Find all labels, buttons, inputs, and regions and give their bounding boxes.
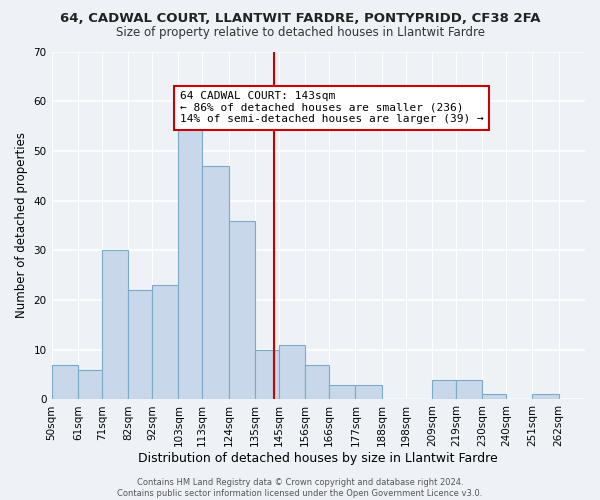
Text: Size of property relative to detached houses in Llantwit Fardre: Size of property relative to detached ho…	[115, 26, 485, 39]
Bar	[152, 285, 178, 400]
Bar	[279, 345, 305, 400]
Bar	[456, 380, 482, 400]
Text: 64, CADWAL COURT, LLANTWIT FARDRE, PONTYPRIDD, CF38 2FA: 64, CADWAL COURT, LLANTWIT FARDRE, PONTY…	[60, 12, 540, 26]
Bar	[355, 384, 382, 400]
Bar	[178, 116, 202, 400]
Bar	[52, 364, 78, 400]
Bar	[482, 394, 506, 400]
Bar	[78, 370, 102, 400]
Bar	[432, 380, 456, 400]
Bar	[102, 250, 128, 400]
Bar	[329, 384, 355, 400]
Bar	[305, 364, 329, 400]
X-axis label: Distribution of detached houses by size in Llantwit Fardre: Distribution of detached houses by size …	[139, 452, 498, 465]
Bar	[255, 350, 279, 400]
Bar	[202, 166, 229, 400]
Text: Contains HM Land Registry data © Crown copyright and database right 2024.
Contai: Contains HM Land Registry data © Crown c…	[118, 478, 482, 498]
Bar	[532, 394, 559, 400]
Y-axis label: Number of detached properties: Number of detached properties	[15, 132, 28, 318]
Text: 64 CADWAL COURT: 143sqm
← 86% of detached houses are smaller (236)
14% of semi-d: 64 CADWAL COURT: 143sqm ← 86% of detache…	[179, 92, 484, 124]
Bar	[229, 220, 255, 400]
Bar	[128, 290, 152, 400]
